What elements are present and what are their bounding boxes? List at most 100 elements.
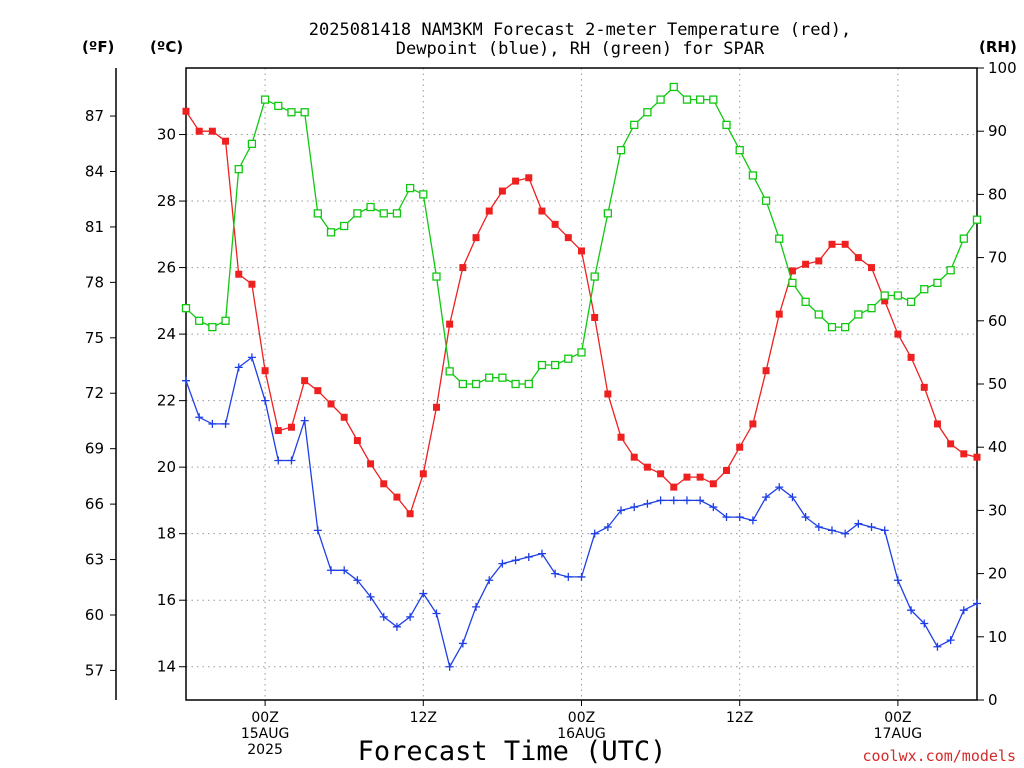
temperature-point-30 xyxy=(578,247,585,255)
x-tick-label-2-0: 00Z xyxy=(568,710,595,726)
rh-point-53 xyxy=(880,291,889,300)
temperature-point-27 xyxy=(538,207,546,215)
celsius-tick-label-5: 24 xyxy=(157,325,176,343)
celsius-tick-label-2: 18 xyxy=(157,525,176,543)
rh-point-42 xyxy=(735,146,744,155)
fahrenheit-tick-label-1: 60 xyxy=(85,606,104,624)
temperature-point-54 xyxy=(894,330,902,338)
dewpoint-point-9 xyxy=(300,416,309,425)
dewpoint-point-23 xyxy=(485,576,494,585)
rh-point-0 xyxy=(181,304,191,313)
rh-point-24 xyxy=(498,373,507,382)
dewpoint-point-16 xyxy=(392,622,401,631)
grid-lines xyxy=(186,68,977,700)
temperature-point-10 xyxy=(314,387,322,395)
temperature-point-43 xyxy=(749,420,757,428)
temperature-point-59 xyxy=(960,450,968,458)
temperature-point-15 xyxy=(380,480,388,488)
temperature-point-26 xyxy=(525,174,533,182)
fahrenheit-tick-label-0: 57 xyxy=(85,661,104,679)
rh-point-29 xyxy=(564,354,573,363)
dewpoint-point-2 xyxy=(208,419,217,428)
rh-point-25 xyxy=(511,379,520,389)
dewpoint-point-27 xyxy=(537,549,546,558)
dewpoint-point-51 xyxy=(854,519,863,528)
dewpoint-point-1 xyxy=(195,413,204,422)
rh-point-57 xyxy=(933,278,942,288)
rh-point-38 xyxy=(682,95,692,104)
temperature-point-53 xyxy=(881,297,889,305)
dewpoint-point-17 xyxy=(406,612,415,621)
rh-point-4 xyxy=(234,164,243,174)
x-axis-title: Forecast Time (UTC) xyxy=(358,736,667,767)
rh-point-44 xyxy=(761,196,771,205)
rh-point-11 xyxy=(326,228,336,237)
fahrenheit-axis-label: (ºF) xyxy=(82,38,114,56)
dewpoint-point-35 xyxy=(643,499,652,508)
rh-point-14 xyxy=(366,202,375,212)
fahrenheit-tick-label-7: 78 xyxy=(85,273,104,291)
rh-point-13 xyxy=(353,209,362,218)
dewpoint-point-55 xyxy=(907,606,916,615)
rh-point-34 xyxy=(630,120,639,130)
rh-point-15 xyxy=(379,209,388,218)
rh-tick-label-3: 30 xyxy=(988,501,1007,519)
rh-tick-label-0: 0 xyxy=(988,691,998,709)
temperature-point-21 xyxy=(459,264,467,272)
dewpoint-point-14 xyxy=(366,592,375,601)
x-tick-label-0-0: 00Z xyxy=(251,710,278,726)
rh-point-1 xyxy=(195,316,204,325)
temperature-point-45 xyxy=(775,310,783,318)
dewpoint-point-20 xyxy=(445,662,454,671)
rh-point-41 xyxy=(722,120,731,130)
rh-point-23 xyxy=(485,373,494,382)
temperature-point-38 xyxy=(683,473,691,481)
dewpoint-point-5 xyxy=(247,353,256,362)
rh-point-39 xyxy=(696,95,705,104)
temperature-point-5 xyxy=(248,280,256,288)
chart-title-line-1: 2025081418 NAM3KM Forecast 2-meter Tempe… xyxy=(309,20,851,40)
temperature-point-42 xyxy=(736,443,744,451)
x-tick-label-1-0: 12Z xyxy=(410,710,437,726)
temperature-point-34 xyxy=(630,453,638,461)
temperature-point-24 xyxy=(498,187,506,195)
dewpoint-point-54 xyxy=(893,576,902,585)
rh-point-18 xyxy=(419,190,428,199)
temperature-point-36 xyxy=(657,470,665,478)
rh-point-54 xyxy=(893,291,903,300)
temperature-point-2 xyxy=(208,127,216,135)
celsius-tick-label-0: 14 xyxy=(157,658,176,676)
rh-point-5 xyxy=(247,139,257,148)
temperature-point-4 xyxy=(235,270,243,278)
fahrenheit-tick-label-2: 63 xyxy=(85,551,104,569)
temperature-point-31 xyxy=(591,313,599,321)
rh-point-3 xyxy=(221,316,230,325)
dewpoint-point-47 xyxy=(801,513,810,522)
temperature-point-58 xyxy=(947,440,955,448)
rh-point-7 xyxy=(274,101,283,111)
dewpoint-point-0 xyxy=(182,376,190,385)
rh-line xyxy=(185,86,978,385)
rh-point-17 xyxy=(405,183,415,193)
fahrenheit-tick-label-4: 69 xyxy=(85,440,104,458)
temperature-point-57 xyxy=(933,420,941,428)
temperature-point-18 xyxy=(419,470,427,478)
rh-point-33 xyxy=(616,146,626,155)
temperature-point-56 xyxy=(920,383,928,391)
dewpoint-point-21 xyxy=(458,639,467,648)
temperature-point-1 xyxy=(195,127,203,135)
credit-text[interactable]: coolwx.com/models xyxy=(862,747,1016,765)
dewpoint-point-26 xyxy=(524,552,533,561)
rh-point-45 xyxy=(775,234,784,243)
celsius-tick-label-1: 16 xyxy=(157,591,176,609)
fahrenheit-tick-label-8: 81 xyxy=(85,218,104,236)
rh-point-40 xyxy=(709,95,718,104)
rh-point-58 xyxy=(946,266,955,275)
rh-point-56 xyxy=(920,285,929,294)
temperature-point-6 xyxy=(261,367,269,375)
dewpoint-point-33 xyxy=(617,506,626,515)
dewpoint-point-43 xyxy=(748,516,757,525)
dewpoint-point-32 xyxy=(603,523,612,532)
temperature-series xyxy=(182,107,981,518)
